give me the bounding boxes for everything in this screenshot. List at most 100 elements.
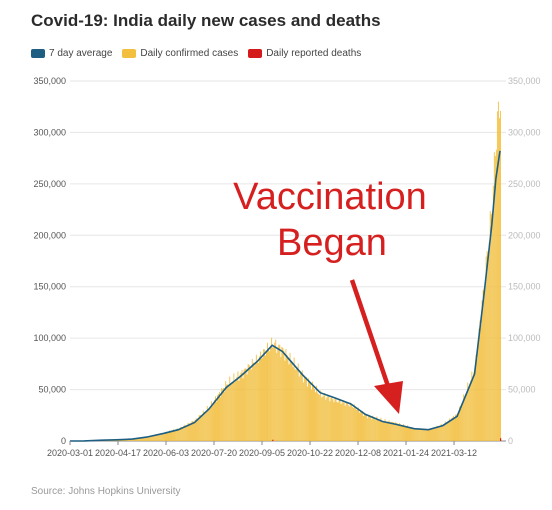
- legend-label-7day: 7 day average: [49, 48, 113, 59]
- bar-confirmed: [441, 425, 443, 441]
- legend-item-confirmed[interactable]: Daily confirmed cases: [122, 48, 238, 59]
- bar-confirmed: [291, 364, 293, 441]
- bar-confirmed: [400, 425, 402, 441]
- bar-confirmed: [497, 101, 499, 441]
- bar-confirmed: [498, 118, 500, 441]
- bar-confirmed: [391, 421, 393, 441]
- bar-confirmed: [323, 395, 325, 441]
- bar-confirmed: [382, 420, 384, 441]
- bar-confirmed: [217, 395, 218, 441]
- bar-confirmed: [376, 416, 378, 441]
- bar-confirmed: [140, 437, 142, 441]
- bar-confirmed: [395, 422, 397, 441]
- bar-confirmed: [403, 425, 405, 441]
- bar-confirmed: [453, 415, 454, 441]
- bar-confirmed: [383, 420, 385, 441]
- bar-confirmed: [307, 378, 309, 441]
- bar-confirmed: [358, 407, 359, 441]
- bar-confirmed: [350, 404, 352, 441]
- x-tick-label: 2020-09-05: [239, 448, 285, 458]
- bar-confirmed: [409, 427, 410, 441]
- bar-confirmed: [271, 337, 273, 441]
- bar-confirmed: [181, 426, 183, 441]
- bar-confirmed: [480, 324, 482, 441]
- bar-confirmed: [316, 385, 318, 441]
- bar-deaths: [500, 438, 502, 441]
- bar-confirmed: [299, 372, 301, 441]
- bar-confirmed: [209, 406, 211, 441]
- bar-confirmed: [318, 393, 320, 441]
- bar-confirmed: [262, 358, 263, 441]
- bar-confirmed: [245, 368, 247, 441]
- bar-confirmed: [430, 428, 432, 441]
- bar-confirmed: [421, 428, 423, 441]
- bar-confirmed: [393, 424, 395, 441]
- bar-confirmed: [459, 406, 461, 441]
- bar-confirmed: [153, 435, 155, 441]
- y-tick-label: 300,000: [33, 127, 66, 137]
- y-tick-label: 50,000: [38, 385, 66, 395]
- bar-confirmed: [387, 421, 389, 441]
- bar-confirmed: [336, 401, 338, 441]
- bar-confirmed: [277, 347, 279, 441]
- bar-confirmed: [255, 354, 257, 441]
- annotation-line1: Vaccination: [233, 176, 427, 218]
- bar-confirmed: [171, 431, 172, 441]
- y-tick-label: 250,000: [33, 179, 66, 189]
- y-tick-label: 350,000: [33, 76, 66, 86]
- bar-confirmed: [136, 438, 138, 441]
- bar-confirmed: [424, 429, 426, 441]
- bar-confirmed: [268, 348, 270, 441]
- bar-confirmed: [437, 426, 439, 441]
- bar-confirmed: [377, 419, 379, 441]
- bar-confirmed: [353, 404, 355, 441]
- bar-confirmed: [230, 383, 232, 441]
- bar-confirmed: [148, 436, 150, 441]
- legend-item-7day[interactable]: 7 day average: [31, 48, 112, 59]
- bar-confirmed: [163, 433, 165, 441]
- bar-confirmed: [173, 429, 175, 441]
- bar-confirmed: [232, 381, 234, 441]
- bar-confirmed: [374, 418, 376, 441]
- bar-confirmed: [447, 420, 449, 441]
- bar-confirmed: [219, 391, 220, 441]
- bar-confirmed: [360, 412, 361, 441]
- bar-confirmed: [412, 428, 414, 441]
- bar-confirmed: [401, 425, 403, 441]
- bar-confirmed: [396, 423, 398, 441]
- bar-confirmed: [150, 435, 152, 441]
- bar-confirmed: [470, 380, 472, 441]
- bar-confirmed: [151, 436, 153, 441]
- x-tick-label: 2021-03-12: [431, 448, 477, 458]
- bar-confirmed: [260, 358, 262, 441]
- legend-item-deaths[interactable]: Daily reported deaths: [248, 48, 361, 59]
- bar-confirmed: [133, 439, 135, 441]
- y-axis-left: 0 50,000 100,000 150,000 200,000 250,000 300,0…: [33, 76, 66, 446]
- bar-confirmed: [440, 423, 442, 441]
- bar-confirmed: [335, 398, 337, 441]
- bar-confirmed: [414, 428, 416, 441]
- bar-confirmed: [363, 416, 365, 441]
- bar-confirmed: [189, 424, 191, 441]
- bar-confirmed: [329, 401, 331, 441]
- bar-confirmed: [193, 422, 195, 441]
- bar-confirmed: [469, 383, 471, 441]
- bar-confirmed: [429, 428, 431, 441]
- bar-confirmed: [281, 347, 283, 441]
- y-tick-label-right: 50,000: [508, 385, 536, 395]
- bar-confirmed: [375, 420, 377, 441]
- bar-confirmed: [311, 389, 312, 441]
- bar-confirmed: [280, 356, 282, 441]
- bar-confirmed: [214, 399, 215, 441]
- bar-confirmed: [384, 419, 386, 441]
- bar-confirmed: [190, 422, 192, 441]
- legend-swatch-confirmed: [122, 49, 137, 58]
- bar-confirmed: [496, 111, 498, 442]
- bar-confirmed: [180, 426, 182, 441]
- bar-confirmed: [174, 430, 176, 441]
- bar-confirmed: [263, 349, 264, 441]
- bar-confirmed: [309, 381, 310, 441]
- bar-confirmed: [367, 418, 369, 441]
- bar-confirmed: [457, 413, 458, 441]
- bar-confirmed: [256, 360, 258, 441]
